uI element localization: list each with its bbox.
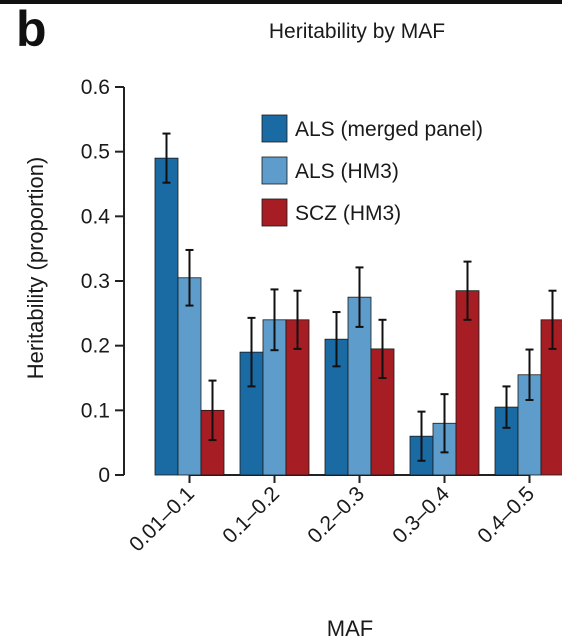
legend-label: ALS (merged panel) — [295, 118, 483, 141]
x-axis-label: MAF — [327, 616, 373, 640]
x-tick-label: 0.1–0.2 — [218, 482, 284, 548]
bar — [154, 157, 179, 476]
y-tick-label: 0.2 — [81, 335, 110, 358]
legend-label: ALS (HM3) — [295, 160, 399, 183]
legend: ALS (merged panel) ALS (HM3) SCZ (HM3) — [261, 114, 483, 227]
legend-swatch — [261, 198, 288, 227]
y-tick-label: 0.6 — [81, 76, 110, 99]
top-rule — [0, 0, 562, 4]
legend-swatch — [261, 114, 288, 143]
chart-title: Heritability by MAF — [269, 20, 445, 43]
bar — [177, 277, 202, 476]
y-tick-label: 0.3 — [81, 270, 110, 293]
x-tick-label: 0.4–0.5 — [473, 482, 539, 548]
legend-swatch — [261, 156, 288, 185]
x-tick-label: 0.01–0.1 — [125, 482, 199, 556]
y-tick-label: 0.5 — [81, 141, 110, 164]
panel-label: b — [16, 1, 47, 57]
bars — [154, 132, 562, 476]
y-tick-label: 0 — [98, 464, 110, 487]
y-axis-label: Heritability (proportion) — [23, 157, 48, 380]
y-tick-label: 0.1 — [81, 399, 110, 422]
legend-label: SCZ (HM3) — [295, 202, 401, 225]
x-tick-label: 0.2–0.3 — [303, 482, 369, 548]
x-tick-label: 0.3–0.4 — [388, 482, 454, 548]
y-tick-label: 0.4 — [81, 205, 111, 228]
